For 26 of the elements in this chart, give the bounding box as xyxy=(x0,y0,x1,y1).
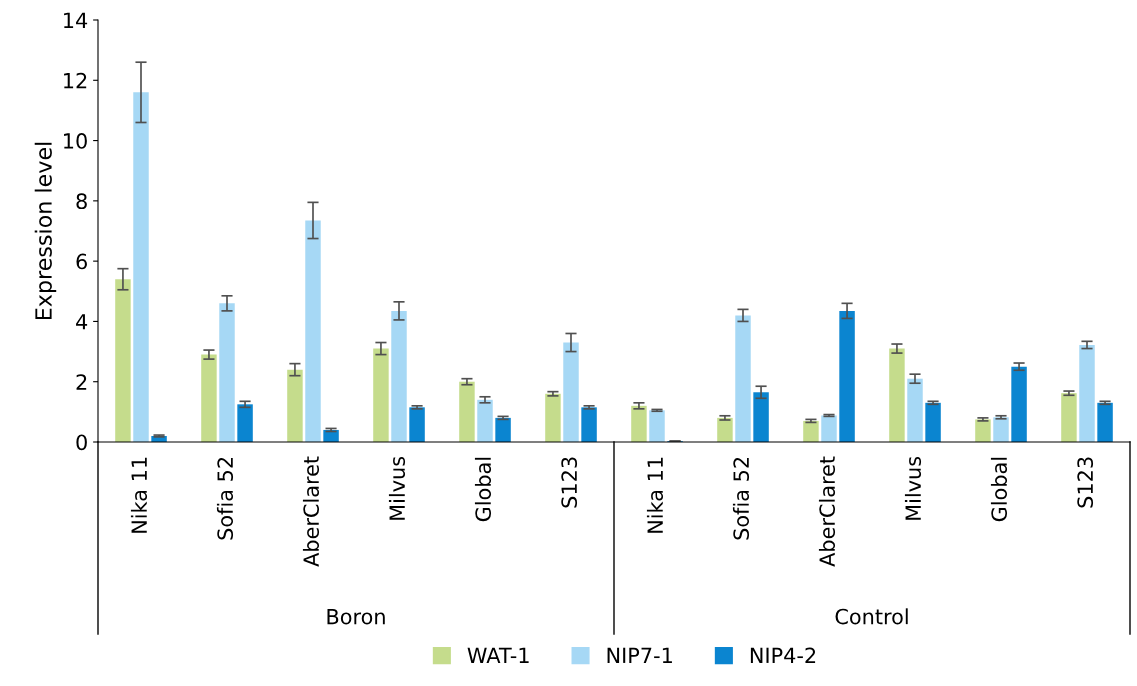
legend-label: WAT-1 xyxy=(467,647,529,663)
x-tick-label: Sofia 52 xyxy=(732,457,750,540)
text: Boron xyxy=(327,608,385,625)
y-tick-label: 2 xyxy=(76,374,87,390)
x-tick-label: AberClaret xyxy=(302,456,320,567)
x-tick-label: Milvus xyxy=(388,456,406,520)
text: Control xyxy=(835,608,908,625)
y-axis-title: Expression level xyxy=(34,142,57,320)
y-tick-label: 12 xyxy=(64,72,87,89)
x-tick-label: AberClaret xyxy=(818,456,836,567)
x-tick-label: Global xyxy=(990,457,1008,522)
x-tick-label: Global xyxy=(474,457,492,522)
x-tick-label: S123 xyxy=(561,457,578,508)
legend-label: NIP4-2 xyxy=(750,647,816,663)
x-tick-label: Sofia 52 xyxy=(216,457,234,540)
x-tick-label: Milvus xyxy=(904,456,922,520)
y-tick-label: 4 xyxy=(76,314,88,330)
legend-label: NIP7-1 xyxy=(607,647,672,663)
y-tick-label: 0 xyxy=(76,434,87,451)
x-tick-label: Nika 11 xyxy=(646,457,664,533)
x-tick-label: S123 xyxy=(1077,457,1094,508)
y-tick-label: 14 xyxy=(64,12,88,28)
x-tick-label: Nika 11 xyxy=(130,457,148,533)
y-tick-label: 10 xyxy=(64,133,87,149)
y-tick-label: 6 xyxy=(76,253,87,270)
y-tick-label: 8 xyxy=(76,193,87,210)
